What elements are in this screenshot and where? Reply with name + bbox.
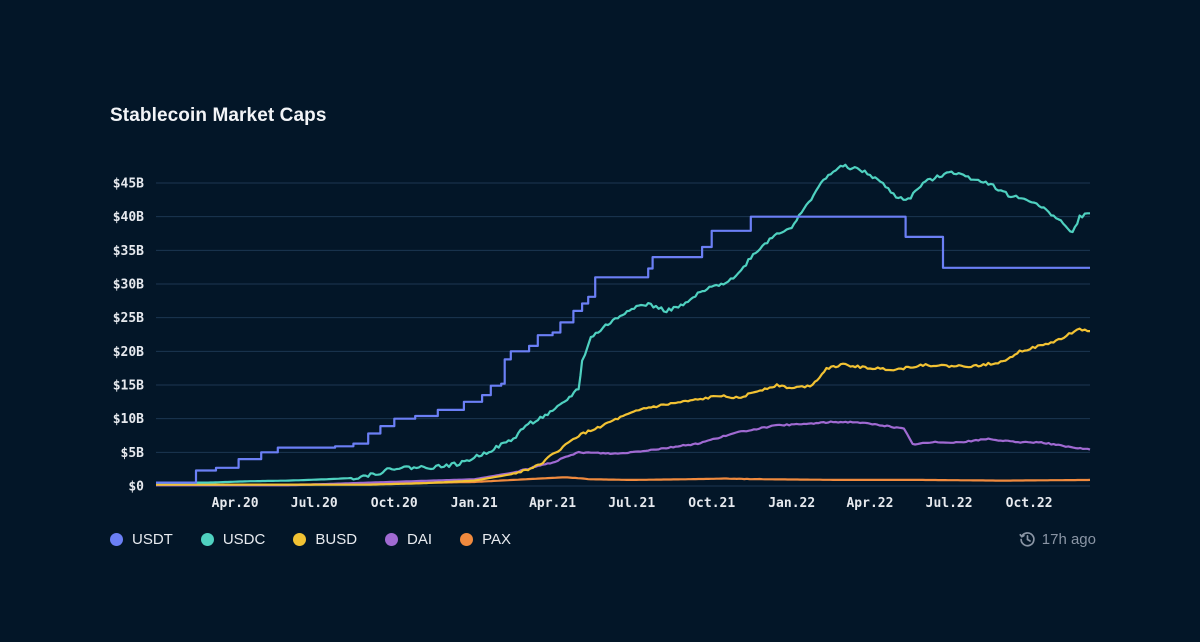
y-tick-label: $25B — [113, 311, 144, 326]
chart-title: Stablecoin Market Caps — [110, 105, 327, 126]
legend-label: USDT — [132, 531, 173, 548]
x-tick-label: Jul.22 — [926, 496, 973, 511]
legend-item-pax[interactable]: PAX — [460, 531, 511, 548]
legend: USDT USDC BUSD DAI PAX — [110, 531, 539, 548]
x-tick-label: Oct.22 — [1006, 496, 1053, 511]
legend-swatch — [293, 533, 307, 546]
y-tick-label: $40B — [113, 210, 144, 225]
x-tick-label: Apr.20 — [212, 496, 259, 511]
legend-label: BUSD — [315, 531, 358, 548]
series-line-usdc — [156, 163, 1090, 484]
legend-swatch — [460, 533, 474, 546]
legend-item-usdc[interactable]: USDC — [200, 531, 266, 548]
x-axis: Apr.20 Jul.20 Oct.20 Jan.21 Apr.21 Jul.21 Oct.… — [212, 496, 1053, 511]
x-tick-label: Oct.21 — [688, 496, 735, 511]
x-tick-label: Jan.22 — [768, 496, 815, 511]
x-tick-label: Jan.21 — [451, 496, 498, 511]
legend-swatch — [110, 533, 123, 546]
legend-swatch — [385, 533, 399, 546]
y-tick-label: $10B — [113, 412, 144, 427]
updated-label: 17h ago — [1041, 531, 1096, 548]
history-clock-icon — [1019, 532, 1035, 547]
series-lines — [156, 163, 1091, 487]
legend-label: PAX — [482, 531, 511, 548]
series-line-usdt — [156, 215, 1090, 484]
legend-item-busd[interactable]: BUSD — [293, 531, 357, 548]
legend-label: DAI — [407, 531, 433, 548]
legend-item-dai[interactable]: DAI — [385, 531, 432, 548]
x-tick-label: Apr.22 — [846, 496, 893, 511]
y-tick-label: $5B — [121, 446, 145, 461]
x-tick-label: Apr.21 — [529, 496, 576, 511]
last-updated: 17h ago — [1019, 531, 1096, 548]
series-line-dai — [156, 420, 1091, 487]
y-tick-label: $30B — [113, 278, 144, 293]
series-line-busd — [156, 327, 1090, 486]
y-axis: $0 $5B $10B $15B $20B $25B $30B $35B $40B $45B — [113, 177, 144, 495]
legend-label: USDC — [222, 531, 266, 548]
y-tick-label: $45B — [113, 177, 144, 192]
grid-lines — [156, 182, 1090, 487]
y-tick-label: $35B — [113, 244, 144, 259]
y-tick-label: $20B — [113, 345, 144, 360]
legend-item-usdt[interactable]: USDT — [110, 531, 173, 548]
y-tick-label: $15B — [113, 379, 144, 394]
x-tick-label: Jul.20 — [291, 496, 338, 511]
legend-swatch — [200, 533, 214, 546]
x-tick-label: Oct.20 — [371, 496, 418, 511]
x-tick-label: Jul.21 — [608, 496, 655, 511]
y-tick-label: $0 — [128, 480, 144, 495]
